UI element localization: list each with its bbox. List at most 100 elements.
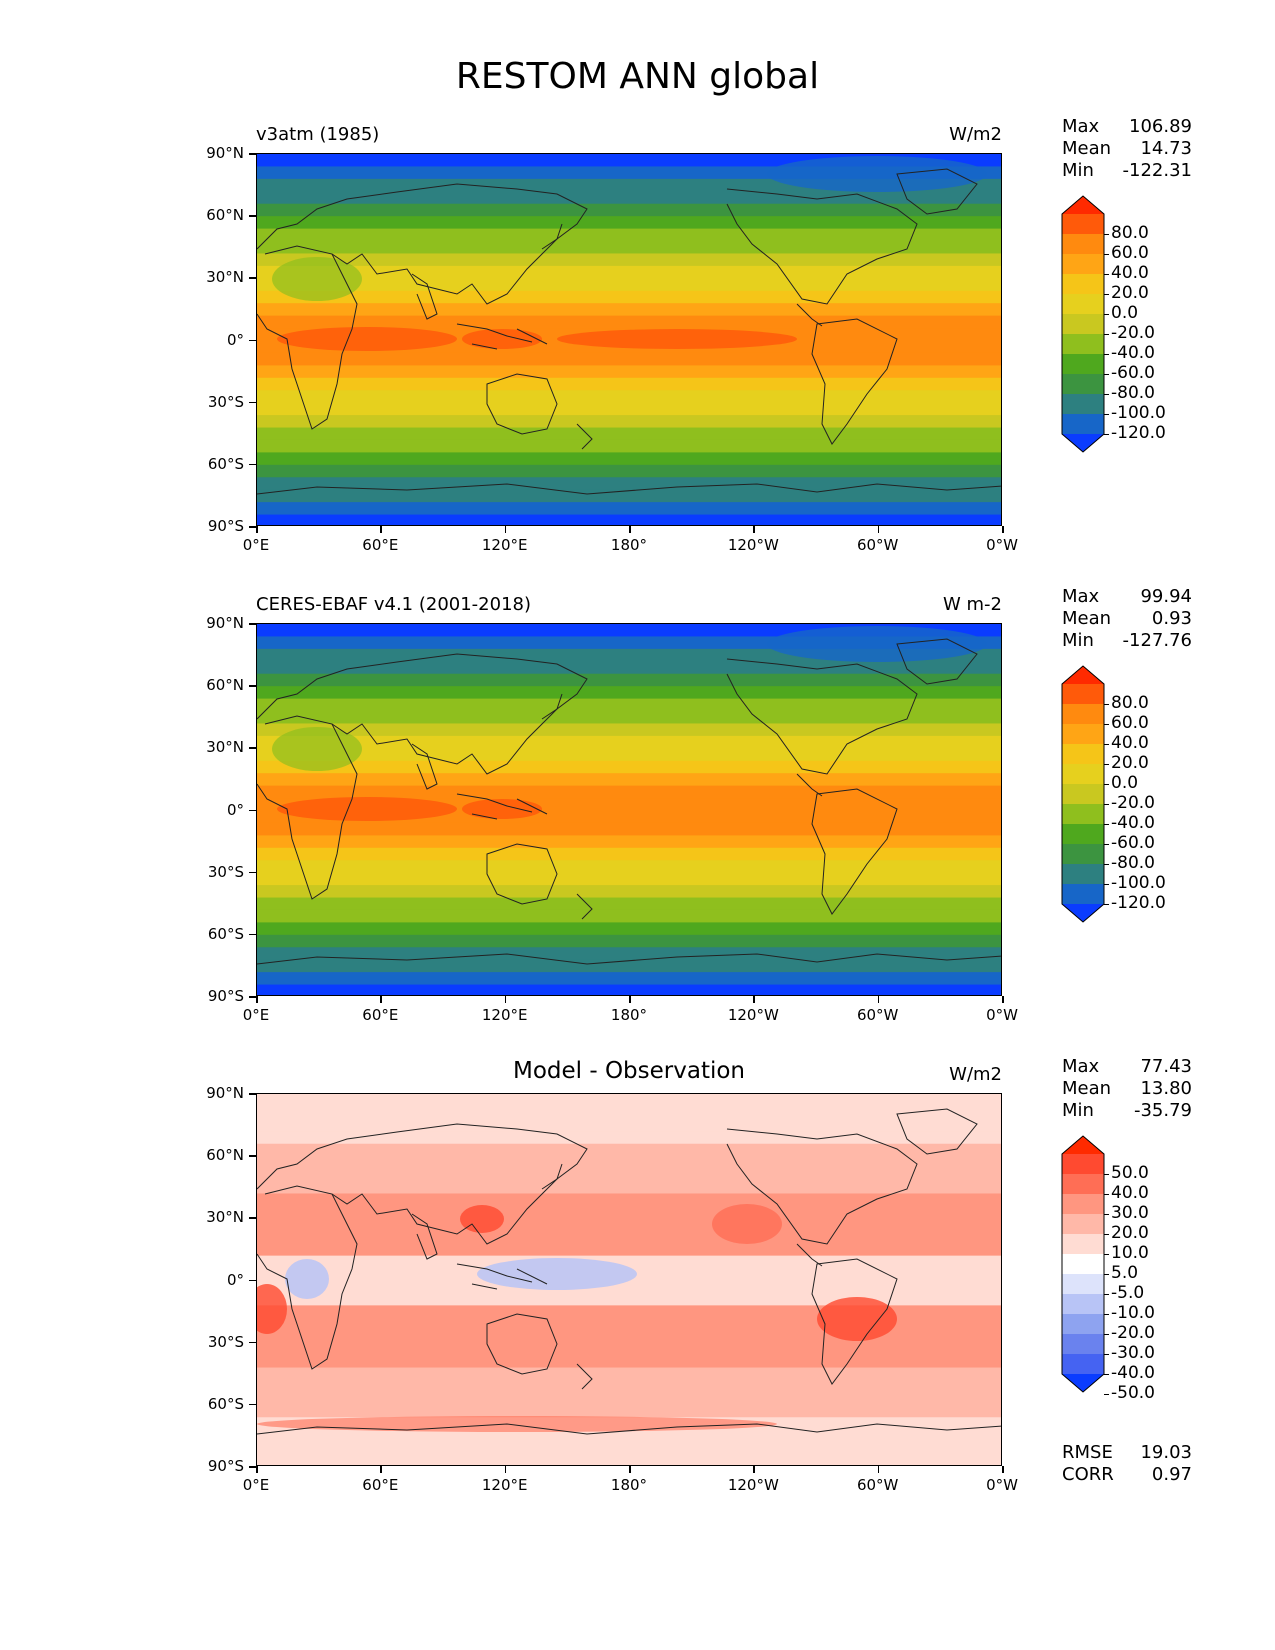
field-band xyxy=(257,1305,1001,1319)
lon-tick xyxy=(877,526,880,533)
colorbar-tick xyxy=(1104,804,1109,805)
field-band xyxy=(257,1243,1001,1257)
arctic-region xyxy=(767,156,987,192)
colorbar-tick xyxy=(1104,1174,1109,1175)
colorbar-tick xyxy=(1104,1274,1109,1275)
colorbar-label: -20.0 xyxy=(1111,793,1155,813)
lat-tick-label: 30°S xyxy=(207,1332,244,1351)
lat-tick-label: 90°S xyxy=(207,517,244,535)
lon-tick-label: 0°E xyxy=(242,1476,270,1494)
field-band xyxy=(257,723,1001,737)
coastline-2 xyxy=(411,273,438,320)
colorbar-label: -80.0 xyxy=(1111,383,1155,403)
field-band xyxy=(257,1367,1001,1381)
colorbar-segment xyxy=(1062,724,1104,745)
field-band xyxy=(257,390,1001,404)
lat-tick xyxy=(249,809,256,811)
colorbar-tick xyxy=(1104,254,1109,255)
stat-mean: Mean 0.93 xyxy=(1062,608,1192,630)
stat-max-value: 106.89 xyxy=(1129,116,1192,137)
panel-difference: Model - Observation W/m2 90°N 60°N 30°N 0° 30°… xyxy=(0,1050,1275,1520)
colorbar-tick xyxy=(1104,334,1109,335)
colorbar-segment xyxy=(1062,214,1104,235)
colorbar-label: -60.0 xyxy=(1111,833,1155,853)
stat-corr: CORR 0.97 xyxy=(1062,1464,1192,1486)
lat-tick-label: 30°N xyxy=(206,738,244,757)
lat-tick-label: 60°N xyxy=(206,206,244,225)
field-band xyxy=(257,947,1001,961)
field-band xyxy=(257,1379,1001,1393)
colorbar-label: -80.0 xyxy=(1111,853,1155,873)
lon-tick-label: 120°E xyxy=(481,1476,528,1494)
colorbar-segment xyxy=(1062,824,1104,845)
stat-min-label: Min xyxy=(1062,160,1094,181)
colorbar-segment xyxy=(1062,1234,1104,1255)
field-band xyxy=(257,241,1001,255)
southern-ocean-band xyxy=(257,1416,777,1432)
panel-observation: CERES-EBAF v4.1 (2001-2018) W m-2 90°N 60°N… xyxy=(0,580,1275,1050)
lat-tick-label: 30°S xyxy=(207,862,244,881)
lat-tick-label: 60°S xyxy=(207,924,244,943)
china-region xyxy=(460,1205,504,1233)
map-frame xyxy=(256,1093,1002,1466)
colorbar-tick xyxy=(1104,234,1109,235)
field-band xyxy=(257,191,1001,205)
colorbar xyxy=(1061,665,1105,927)
lat-tick-label: 30°N xyxy=(206,268,244,287)
coastline-11 xyxy=(796,1243,823,1267)
field-band xyxy=(257,698,1001,712)
warm-pool-maritime xyxy=(462,329,542,349)
colorbar-label: 80.0 xyxy=(1111,693,1149,713)
colorbar-segment xyxy=(1062,1194,1104,1215)
map-frame xyxy=(256,623,1002,996)
colorbar-svg xyxy=(1061,1135,1105,1393)
field-band xyxy=(257,1429,1001,1443)
field-band xyxy=(257,1143,1001,1157)
field-band xyxy=(257,773,1001,787)
lon-tick xyxy=(380,526,382,533)
stat-min: Min -122.31 xyxy=(1062,160,1192,182)
colorbar-label: -40.0 xyxy=(1111,1363,1155,1383)
field-band xyxy=(257,265,1001,279)
field-band xyxy=(257,415,1001,429)
colorbar-tick xyxy=(1104,884,1109,885)
map-frame xyxy=(256,153,1002,526)
lon-tick xyxy=(629,526,631,533)
field-band xyxy=(257,502,1001,516)
stats-box: Max 99.94 Mean 0.93 Min -127.76 xyxy=(1062,586,1192,652)
colorbar-segment xyxy=(1062,334,1104,355)
stat-max-value: 99.94 xyxy=(1140,586,1192,607)
field-band xyxy=(257,452,1001,466)
field-band xyxy=(257,835,1001,849)
field-band xyxy=(257,785,1001,799)
lon-tick-label: 0°W xyxy=(986,1006,1018,1024)
colorbar-label: 60.0 xyxy=(1111,713,1149,733)
colorbar-segment xyxy=(1062,784,1104,805)
lat-tick-label: 90°S xyxy=(207,1457,244,1475)
field-band xyxy=(257,1442,1001,1456)
colorbar-tick xyxy=(1104,354,1109,355)
coastline-8 xyxy=(811,1258,898,1385)
california-stratocumulus xyxy=(712,1204,782,1244)
coastline-0 xyxy=(257,1185,358,1370)
lon-tick xyxy=(753,996,755,1003)
colorbar-segment xyxy=(1062,1334,1104,1355)
stat-mean-label: Mean xyxy=(1062,608,1112,629)
panel-left-title: v3atm (1985) xyxy=(256,124,380,145)
field-band xyxy=(257,1168,1001,1182)
field-band xyxy=(257,1404,1001,1418)
colorbar-tick xyxy=(1104,1314,1109,1315)
colorbar-label: -100.0 xyxy=(1111,873,1166,893)
colorbar-segment xyxy=(1062,354,1104,375)
colorbar-tick xyxy=(1104,724,1109,725)
field-band xyxy=(257,402,1001,416)
stat-corr-value: 0.97 xyxy=(1151,1464,1192,1485)
coastline-7 xyxy=(896,168,978,215)
field-band xyxy=(257,885,1001,899)
colorbar-segment xyxy=(1062,374,1104,395)
colorbar-segment xyxy=(1062,1254,1104,1275)
lon-tick-label: 180° xyxy=(610,1006,648,1024)
field-band xyxy=(257,909,1001,923)
colorbar-label: -50.0 xyxy=(1111,1383,1155,1403)
colorbar-tick xyxy=(1104,394,1109,395)
